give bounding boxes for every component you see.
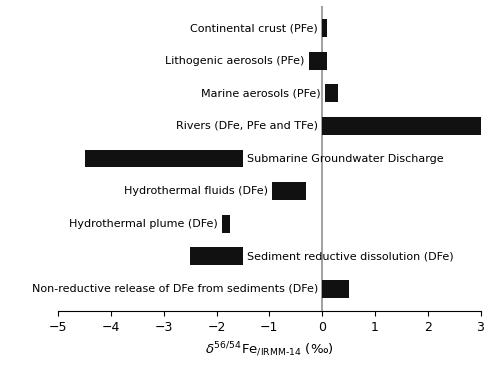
Text: Hydrothermal fluids (DFe): Hydrothermal fluids (DFe) xyxy=(124,186,268,196)
Bar xyxy=(325,84,338,102)
Text: Non-reductive release of DFe from sediments (DFe): Non-reductive release of DFe from sedime… xyxy=(32,284,318,294)
Text: Hydrothermal plume (DFe): Hydrothermal plume (DFe) xyxy=(69,219,218,228)
Text: Submarine Groundwater Discharge: Submarine Groundwater Discharge xyxy=(247,154,444,164)
Bar xyxy=(272,182,306,200)
Text: Sediment reductive dissolution (DFe): Sediment reductive dissolution (DFe) xyxy=(247,251,454,261)
Text: Continental crust (PFe): Continental crust (PFe) xyxy=(190,23,318,33)
X-axis label: $\delta^{56/54}$Fe$_{\mathregular{/ IRMM\text{-}14}}$ (‰): $\delta^{56/54}$Fe$_{\mathregular{/ IRMM… xyxy=(205,341,334,360)
Bar xyxy=(190,247,243,265)
Bar xyxy=(322,19,327,37)
Bar xyxy=(322,117,481,135)
Bar xyxy=(309,52,327,70)
Bar xyxy=(85,150,243,168)
Bar xyxy=(322,280,348,297)
Text: Rivers (DFe, PFe and TFe): Rivers (DFe, PFe and TFe) xyxy=(176,121,318,131)
Bar xyxy=(222,215,230,233)
Text: Marine aerosols (PFe): Marine aerosols (PFe) xyxy=(201,88,320,99)
Text: Lithogenic aerosols (PFe): Lithogenic aerosols (PFe) xyxy=(165,56,305,66)
